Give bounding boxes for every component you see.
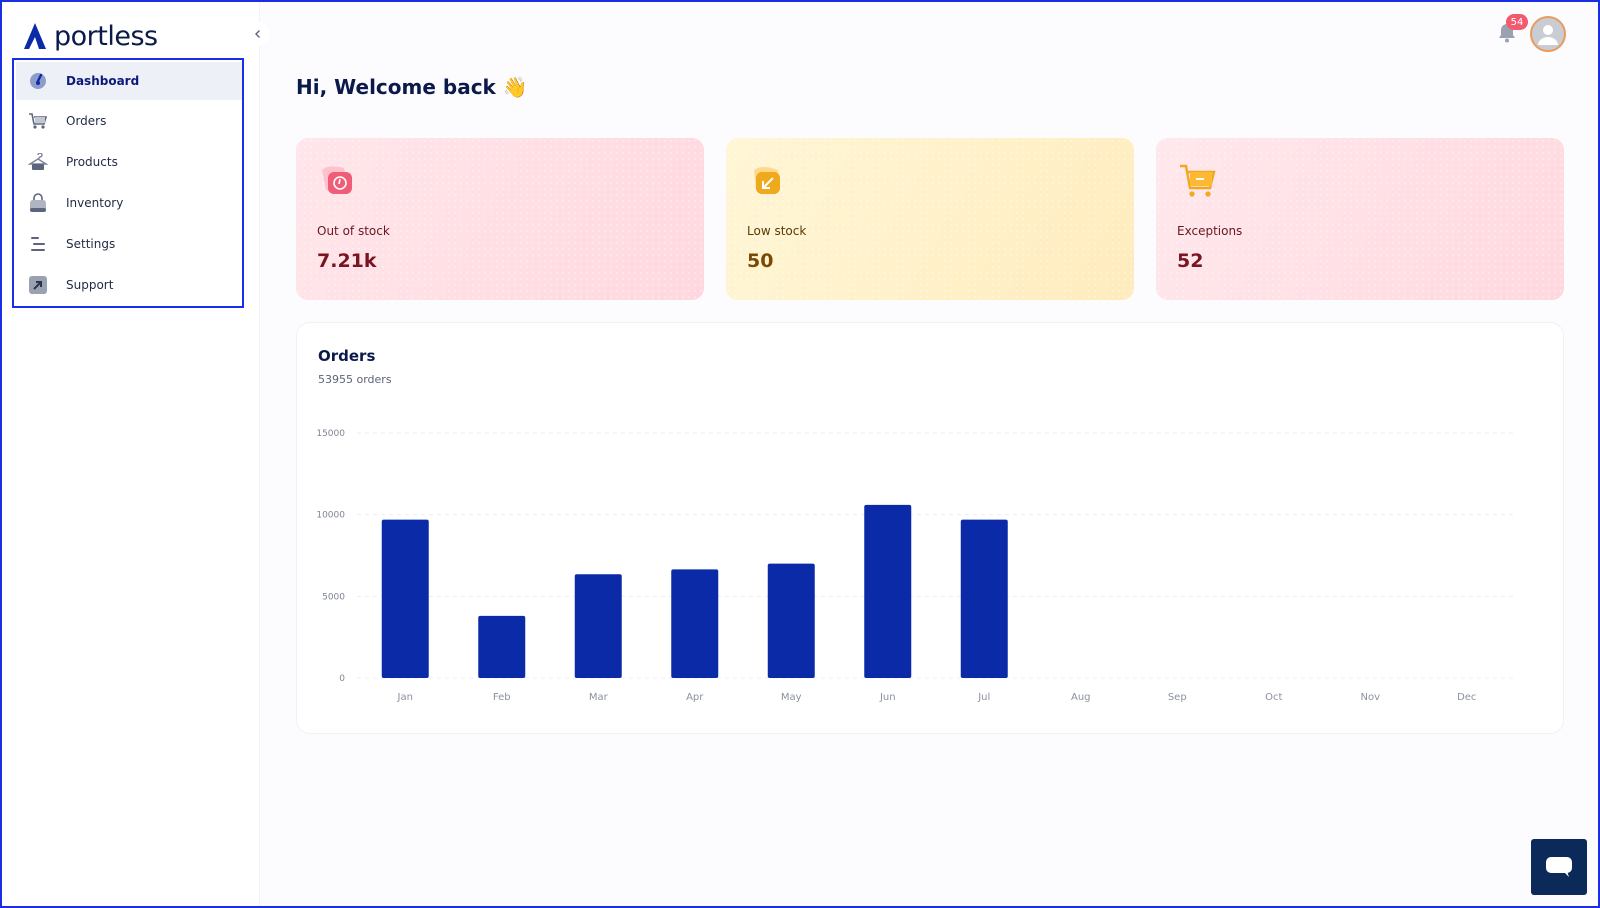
collapse-sidebar-button[interactable]	[246, 22, 270, 46]
brand-logo[interactable]: portless	[24, 18, 158, 54]
card-pattern	[726, 138, 1134, 300]
sidebar-item-products[interactable]: Products	[16, 143, 242, 181]
y-tick-label: 15000	[316, 429, 345, 439]
stat-card-low-stock[interactable]: Low stock 50	[726, 138, 1134, 300]
orders-panel: Orders 53955 orders 0 5000 10000 15000 Jan Fe…	[296, 322, 1564, 734]
x-tick-label: Jul	[977, 692, 990, 703]
bar-apr[interactable]	[671, 569, 719, 678]
card-value: 50	[747, 250, 774, 272]
sidebar-nav: Dashboard Orders Products Inventory Sett…	[12, 58, 244, 308]
chat-bubble-icon	[1546, 857, 1572, 877]
sidebar-item-label: Inventory	[66, 196, 124, 210]
stat-card-out-of-stock[interactable]: Out of stock 7.21k	[296, 138, 704, 300]
bar-may[interactable]	[767, 563, 815, 678]
sidebar-item-label: Support	[66, 278, 114, 292]
support-arrow-icon	[28, 275, 48, 295]
x-tick-label: May	[781, 692, 802, 703]
card-label: Exceptions	[1177, 224, 1243, 238]
orders-bar-chart: 0 5000 10000 15000 Jan Feb Mar Apr May Jun Jul Aug S…	[316, 429, 1515, 703]
brand-name: portless	[54, 20, 158, 52]
cart-exception-icon	[1180, 164, 1216, 197]
alert-clock-icon	[322, 166, 352, 194]
x-tick-label: Aug	[1071, 692, 1091, 703]
arrow-down-left-icon	[754, 167, 780, 194]
x-tick-label: Apr	[686, 692, 704, 703]
portless-logo-icon	[24, 23, 46, 49]
chat-button[interactable]	[1531, 839, 1587, 895]
sidebar-item-orders[interactable]: Orders	[16, 102, 242, 140]
x-tick-label: Oct	[1265, 692, 1282, 703]
sidebar-item-label: Dashboard	[66, 74, 140, 88]
sidebar-item-dashboard[interactable]: Dashboard	[16, 62, 242, 100]
card-value: 52	[1177, 250, 1204, 272]
bar-jul[interactable]	[960, 519, 1008, 678]
y-tick-label: 5000	[322, 592, 345, 602]
y-tick-label: 0	[339, 674, 345, 684]
orders-count: 53955 orders	[318, 373, 392, 386]
card-value: 7.21k	[317, 250, 377, 272]
settings-lines-icon	[28, 234, 48, 254]
x-tick-label: Feb	[493, 692, 511, 703]
x-tick-label: Dec	[1457, 692, 1476, 703]
user-icon	[1538, 25, 1558, 45]
bar-feb[interactable]	[478, 615, 526, 678]
x-tick-label: Mar	[589, 692, 609, 703]
y-tick-label: 10000	[316, 511, 345, 521]
x-tick-label: Jun	[879, 692, 896, 703]
x-tick-label: Sep	[1168, 692, 1187, 703]
orders-title: Orders	[318, 347, 376, 365]
sidebar-item-label: Orders	[66, 114, 107, 128]
notification-badge: 54	[1506, 14, 1528, 30]
sidebar-item-support[interactable]: Support	[16, 266, 242, 304]
stat-card-exceptions[interactable]: Exceptions 52	[1156, 138, 1564, 300]
avatar[interactable]	[1530, 16, 1566, 52]
card-label: Low stock	[747, 224, 807, 238]
cart-icon	[28, 111, 48, 131]
sidebar-item-settings[interactable]: Settings	[16, 225, 242, 263]
card-label: Out of stock	[317, 224, 390, 238]
chevron-left-icon	[255, 30, 260, 38]
sidebar: portless Dashboard Orders Products Inven…	[2, 2, 260, 906]
dashboard-gauge-icon	[28, 71, 48, 91]
bar-mar[interactable]	[574, 574, 622, 678]
bar-jun[interactable]	[864, 504, 912, 678]
bar-jan[interactable]	[381, 519, 429, 678]
page-title: Hi, Welcome back 👋	[296, 75, 528, 99]
x-tick-label: Nov	[1360, 692, 1380, 703]
bag-icon	[28, 193, 48, 213]
card-pattern	[296, 138, 704, 300]
card-pattern	[1156, 138, 1564, 300]
sidebar-item-label: Products	[66, 155, 118, 169]
sidebar-item-inventory[interactable]: Inventory	[16, 184, 242, 222]
x-tick-label: Jan	[397, 692, 413, 703]
sidebar-item-label: Settings	[66, 237, 116, 251]
hanger-icon	[28, 152, 48, 172]
